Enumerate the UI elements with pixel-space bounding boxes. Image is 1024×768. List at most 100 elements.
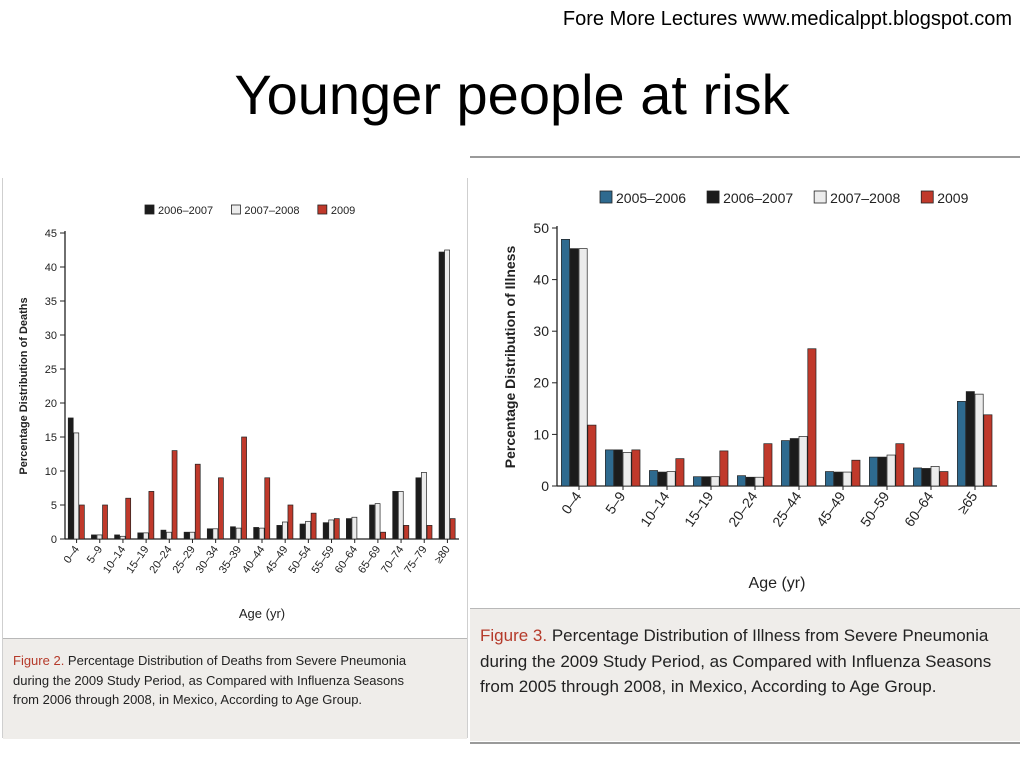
- bar: [369, 504, 375, 540]
- bar: [444, 249, 450, 540]
- x-axis-label: Age (yr): [749, 575, 806, 592]
- x-tick-label: 60–64: [333, 544, 360, 576]
- bar: [807, 348, 817, 487]
- bar: [666, 471, 676, 487]
- bar: [142, 532, 149, 540]
- legend-label-0: 2006–2007: [158, 205, 213, 217]
- bar: [763, 443, 773, 487]
- bar: [183, 531, 190, 540]
- bar: [781, 440, 790, 487]
- bar: [754, 476, 764, 487]
- legend-swatch-0: [599, 190, 613, 204]
- bar: [825, 471, 834, 487]
- credit-text: Fore More Lectures www.medicalppt.blogsp…: [562, 8, 1012, 30]
- x-tick-label: 15–19: [681, 488, 717, 529]
- legend-swatch-1: [231, 204, 241, 215]
- bar: [449, 518, 456, 540]
- bar: [397, 491, 404, 540]
- legend-label-2: 2007–2008: [830, 190, 900, 206]
- bar: [194, 463, 201, 540]
- bar: [346, 518, 352, 540]
- bar: [206, 528, 213, 540]
- figure-3-caption: Figure 3. Percentage Distribution of Ill…: [470, 608, 1020, 741]
- bar: [67, 417, 74, 540]
- x-tick-label: 20–24: [725, 488, 761, 529]
- legend-swatch-1: [706, 190, 720, 204]
- bar: [421, 472, 427, 540]
- bar: [333, 518, 340, 540]
- bar: [171, 450, 178, 540]
- bar: [657, 471, 667, 487]
- bar: [569, 248, 579, 487]
- bar: [212, 528, 219, 540]
- bar: [789, 438, 799, 487]
- x-tick-label: 15–19: [124, 544, 151, 576]
- bar: [913, 467, 922, 487]
- bar: [438, 251, 445, 540]
- bar: [299, 523, 306, 540]
- y-tick-label: 35: [45, 296, 57, 308]
- illness-bar-chart: 2005–2006 2006–2007 2007–2008 2009 0 10 20 30 40…: [502, 190, 997, 592]
- legend-swatch-3: [920, 190, 934, 204]
- bar: [798, 436, 808, 487]
- bar: [613, 449, 623, 487]
- figure-3-panel: 2005–2006 2006–2007 2007–2008 2009 0 10 20 30 40…: [470, 156, 1020, 744]
- bar: [392, 491, 399, 540]
- bar: [125, 497, 132, 540]
- bar: [675, 458, 685, 487]
- x-tick-label: 35–39: [217, 544, 244, 576]
- bar: [241, 436, 247, 540]
- x-tick-label: 10–14: [101, 544, 128, 576]
- bar: [96, 534, 103, 540]
- bar: [287, 504, 294, 540]
- bar: [605, 449, 614, 487]
- x-tick-label: 20–24: [147, 544, 174, 576]
- caption-line-1: Figure 2. Percentage Distribution of Dea…: [13, 651, 453, 671]
- y-axis-label: Percentage Distribution of Illness: [502, 246, 518, 469]
- bar: [974, 393, 984, 487]
- y-tick-label: 40: [533, 272, 549, 288]
- figure-2-caption: Figure 2. Percentage Distribution of Dea…: [3, 638, 467, 739]
- caption-text: Percentage Distribution of Illness from …: [547, 626, 989, 645]
- y-tick-label: 5: [51, 500, 57, 512]
- x-axis-label: Age (yr): [239, 606, 285, 621]
- bar: [282, 521, 288, 540]
- y-tick-label: 45: [45, 228, 57, 240]
- x-tick-label: 55–59: [310, 544, 337, 576]
- bar: [189, 531, 196, 540]
- bar: [351, 516, 358, 540]
- legend-swatch-2: [813, 190, 827, 204]
- bar: [631, 449, 641, 487]
- bar: [719, 450, 729, 487]
- x-tick-label: 5–9: [85, 544, 105, 566]
- caption-line-1: Figure 3. Percentage Distribution of Ill…: [480, 623, 1000, 649]
- y-tick-label: 0: [541, 478, 549, 494]
- y-axis-label: Percentage Distribution of Deaths: [18, 297, 30, 474]
- x-tick-label: 30–34: [194, 544, 221, 576]
- legend-label-1: 2006–2007: [723, 190, 793, 206]
- bar: [745, 476, 755, 487]
- bar: [930, 466, 940, 487]
- x-tick-label: 70–74: [379, 544, 406, 576]
- x-tick-label: 65–69: [356, 544, 383, 576]
- x-tick-label: 25–44: [769, 488, 805, 529]
- y-tick-label: 50: [533, 220, 549, 236]
- caption-line-3: from 2006 through 2008, in Mexico, Accor…: [13, 692, 363, 707]
- y-tick-label: 40: [45, 262, 57, 274]
- x-tick-label: 45–49: [813, 488, 849, 529]
- caption-line-2: during the 2009 Study Period, as Compare…: [13, 672, 404, 688]
- legend-label-1: 2007–2008: [244, 205, 299, 217]
- bar: [895, 443, 905, 487]
- deaths-bar-chart: 2006–2007 2007–2008 2009 0 5 10 15 20 25 30 35 40 45…: [18, 204, 459, 621]
- y-tick-label: 20: [533, 375, 549, 391]
- bottom-rule: [470, 742, 1020, 744]
- bar: [137, 532, 144, 540]
- x-tick-label: 50–59: [857, 488, 893, 529]
- legend-label-0: 2005–2006: [616, 190, 686, 206]
- bar: [842, 471, 852, 487]
- bar: [622, 452, 632, 487]
- x-tick-label: ≥65: [954, 488, 981, 516]
- bar: [91, 534, 97, 540]
- legend-label-3: 2009: [937, 190, 968, 206]
- bar: [426, 525, 433, 540]
